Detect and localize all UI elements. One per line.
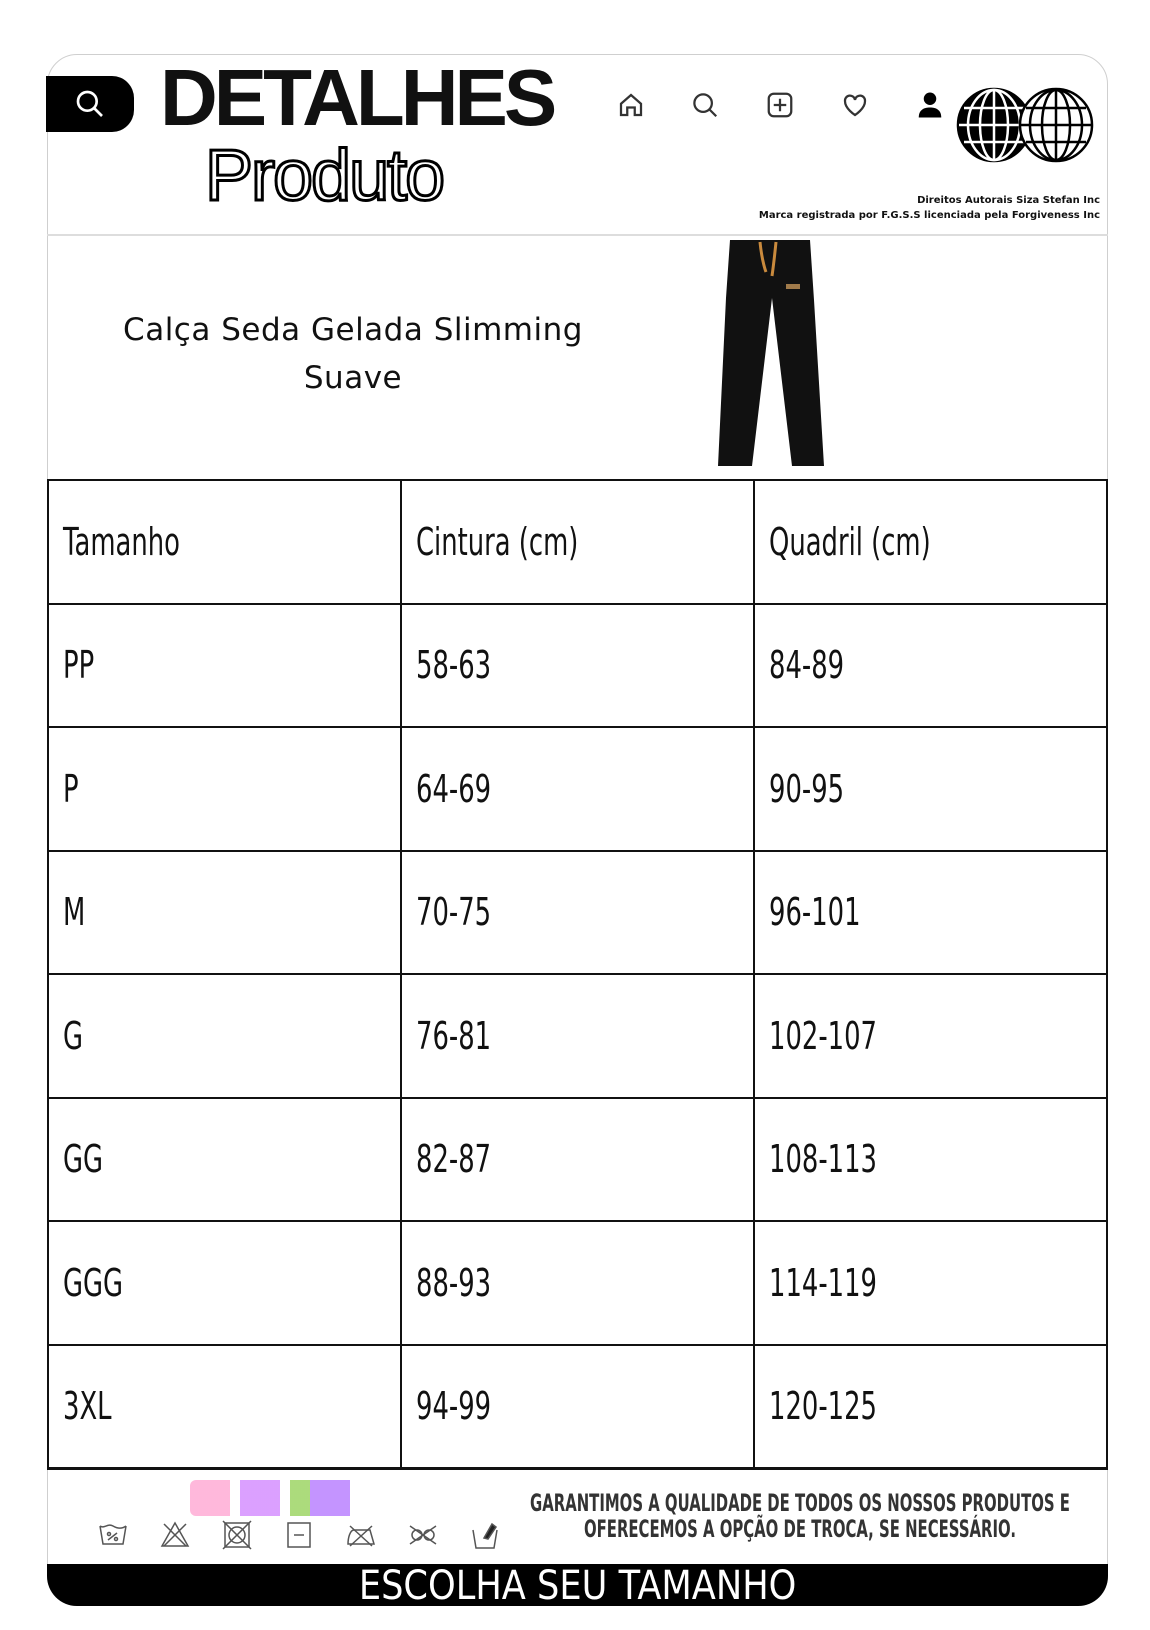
- user-icon[interactable]: [915, 90, 945, 120]
- add-square-icon[interactable]: [765, 90, 795, 120]
- table-cell: M: [47, 849, 402, 975]
- cell-value: GG: [63, 1137, 104, 1182]
- table-cell: 94-99: [399, 1343, 755, 1469]
- cell-value: 120-125: [768, 1384, 877, 1429]
- table-cell: 114-119: [752, 1220, 1109, 1346]
- guarantee-line-1: GARANTIMOS A QUALIDADE DE TODOS OS NOSSO…: [530, 1489, 1070, 1517]
- copyright-text: Direitos Autorais Siza Stefan Inc: [917, 195, 1100, 206]
- hand-wash-icon: [468, 1518, 502, 1552]
- heart-icon[interactable]: [840, 90, 870, 120]
- cell-value: GGG: [63, 1260, 124, 1305]
- cell-value: 76-81: [415, 1013, 491, 1058]
- table-cell: P: [47, 726, 402, 852]
- table-row: G 76-81 102-107: [47, 973, 1109, 1099]
- search-icon: [76, 90, 103, 117]
- table-cell: 108-113: [752, 1096, 1109, 1222]
- cell-value: 3XL: [63, 1384, 112, 1429]
- dry-flat-icon: [282, 1518, 316, 1552]
- page-title: DETALHES: [160, 53, 557, 142]
- table-cell: 96-101: [752, 849, 1109, 975]
- cell-value: P: [63, 766, 79, 811]
- table-row: PP 58-63 84-89: [47, 602, 1109, 728]
- search-button[interactable]: [46, 76, 134, 132]
- table-row: M 70-75 96-101: [47, 849, 1109, 975]
- table-cell: 58-63: [399, 602, 755, 728]
- table-bottom-border: [47, 1467, 1108, 1470]
- table-row: P 64-69 90-95: [47, 726, 1109, 852]
- cell-value: 84-89: [768, 643, 844, 688]
- page-subtitle: Produto: [203, 136, 446, 216]
- table-cell: 76-81: [399, 973, 755, 1099]
- table-cell: 102-107: [752, 973, 1109, 1099]
- table-row: GG 82-87 108-113: [47, 1096, 1109, 1222]
- header-size: Tamanho: [63, 519, 180, 564]
- table-cell: 82-87: [399, 1096, 755, 1222]
- no-tumble-dry-icon: [220, 1518, 254, 1552]
- cta-text: ESCOLHA SEU TAMANHO: [358, 1563, 797, 1609]
- search-icon[interactable]: [690, 90, 720, 120]
- no-iron-icon: [344, 1518, 378, 1552]
- table-header-row: Tamanho Cintura (cm) Quadril (cm): [47, 479, 1109, 605]
- header-divider: [47, 234, 1108, 236]
- cell-value: PP: [63, 643, 95, 688]
- table-cell: 88-93: [399, 1220, 755, 1346]
- product-image: [718, 240, 824, 466]
- cell-value: M: [63, 890, 86, 935]
- table-cell: 90-95: [752, 726, 1109, 852]
- table-cell: 3XL: [47, 1343, 402, 1469]
- cell-value: 108-113: [768, 1137, 877, 1182]
- table-cell: 70-75: [399, 849, 755, 975]
- no-dry-clean-icon: [406, 1518, 440, 1552]
- guarantee-line-2: OFERECEMOS A OPÇÃO DE TROCA, SE NECESSÁR…: [583, 1515, 1017, 1543]
- cell-value: 102-107: [768, 1013, 877, 1058]
- table-row: 3XL 94-99 120-125: [47, 1343, 1109, 1469]
- product-name: Calça Seda Gelada Slimming Suave: [123, 312, 583, 396]
- table-cell: G: [47, 973, 402, 1099]
- cell-value: 88-93: [415, 1260, 491, 1305]
- table-cell: GGG: [47, 1220, 402, 1346]
- table-cell: 64-69: [399, 726, 755, 852]
- size-table: Tamanho Cintura (cm) Quadril (cm) PP 58-6…: [47, 479, 1109, 1469]
- wash-30-icon: [96, 1518, 130, 1552]
- table-cell: GG: [47, 1096, 402, 1222]
- cell-value: 64-69: [415, 766, 491, 811]
- header-waist: Cintura (cm): [415, 519, 578, 564]
- table-cell: 120-125: [752, 1343, 1109, 1469]
- cell-value: 82-87: [415, 1137, 491, 1182]
- trademark-text: Marca registrada por F.G.S.S licenciada …: [758, 210, 1100, 221]
- table-cell: PP: [47, 602, 402, 728]
- cell-value: 90-95: [768, 766, 844, 811]
- table-cell: 84-89: [752, 602, 1109, 728]
- cell-value: G: [63, 1013, 84, 1058]
- cell-value: 96-101: [768, 890, 861, 935]
- table-row: GGG 88-93 114-119: [47, 1220, 1109, 1346]
- cell-value: 70-75: [415, 890, 491, 935]
- brand-stickers: [190, 1480, 390, 1516]
- cell-value: 58-63: [415, 643, 491, 688]
- header-hip: Quadril (cm): [768, 519, 931, 564]
- choose-size-banner[interactable]: ESCOLHA SEU TAMANHO: [47, 1563, 1108, 1609]
- home-icon[interactable]: [616, 90, 646, 120]
- guarantee-text: GARANTIMOS A QUALIDADE DE TODOS OS NOSSO…: [521, 1490, 1079, 1542]
- no-bleach-icon: [158, 1518, 192, 1552]
- cell-value: 94-99: [415, 1384, 491, 1429]
- cell-value: 114-119: [768, 1260, 877, 1305]
- globe-logo: [956, 87, 1094, 163]
